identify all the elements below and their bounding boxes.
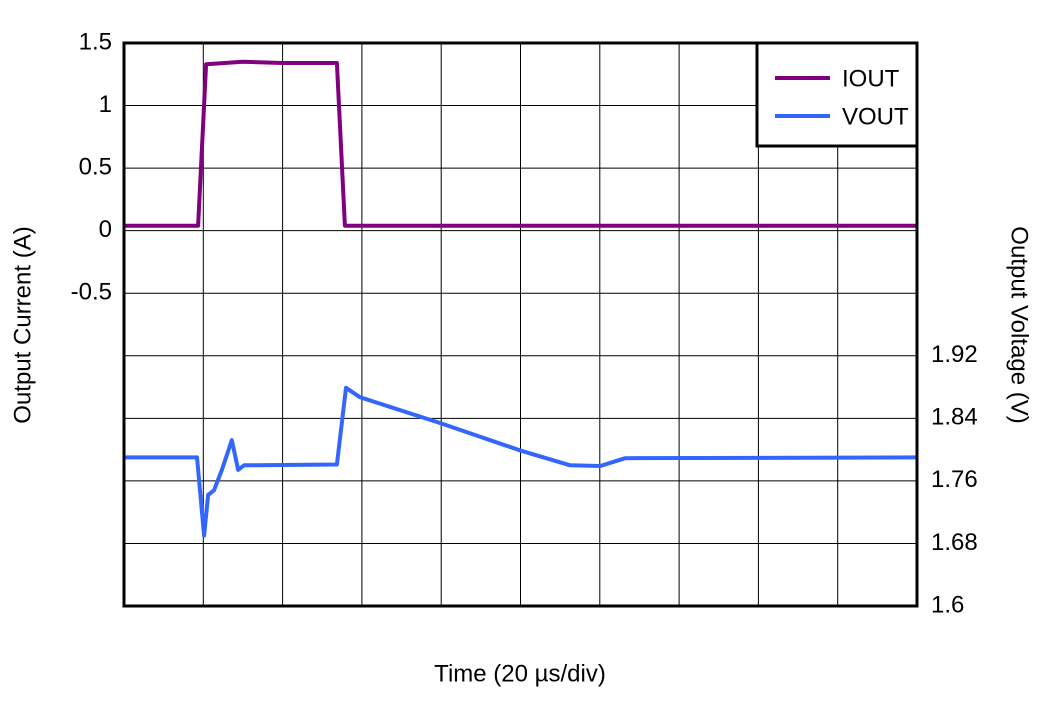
y-tick-label: 1 [99, 91, 112, 118]
plot-frame [122, 41, 919, 608]
y-tick-label: 0.5 [79, 153, 112, 180]
y-tick-label: 1.5 [79, 28, 112, 55]
y2-tick-label: 1.92 [931, 341, 978, 368]
y2-tick-label: 1.68 [931, 529, 978, 556]
y2-tick-label: 1.84 [931, 404, 978, 431]
series-line [124, 59, 917, 228]
y-axis-label: Output Current (A) [9, 226, 36, 423]
x-axis-label: Time (20 µs/div) [434, 660, 606, 687]
y2-tick-label: 1.76 [931, 466, 978, 493]
legend: IOUT VOUT [755, 41, 919, 148]
series-line [124, 385, 918, 538]
lines [124, 59, 918, 538]
legend-box [755, 41, 919, 148]
y-tick-label: -0.5 [71, 279, 112, 306]
y2-tick-label: 1.6 [931, 591, 964, 618]
legend-label: VOUT [842, 103, 909, 130]
y2-axis-label: Output Voltage (V) [1006, 226, 1033, 423]
y-tick-label: 0 [99, 216, 112, 243]
legend-label: IOUT [842, 65, 900, 92]
